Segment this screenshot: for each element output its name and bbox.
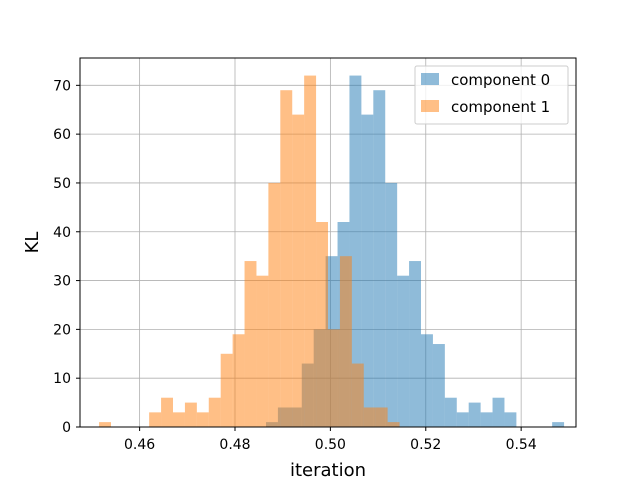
bar-component-1 bbox=[363, 407, 376, 427]
bar-component-0 bbox=[421, 334, 433, 427]
bar-component-1 bbox=[339, 256, 352, 427]
bar-component-1 bbox=[149, 412, 162, 427]
bar-component-1 bbox=[268, 182, 281, 427]
x-axis-label: iteration bbox=[290, 460, 366, 480]
bar-component-1 bbox=[375, 407, 388, 427]
bar-component-0 bbox=[468, 402, 481, 427]
y-tick-label: 60 bbox=[53, 127, 71, 143]
x-axis-ticks: 0.46 0.48 0.50 0.52 0.54 bbox=[124, 427, 537, 453]
x-tick-label: 0.54 bbox=[506, 437, 537, 453]
y-tick-label: 70 bbox=[53, 78, 71, 94]
legend: component 0 component 1 bbox=[414, 65, 569, 125]
legend-box bbox=[414, 65, 569, 125]
x-tick-label: 0.52 bbox=[410, 437, 441, 453]
bar-component-1 bbox=[351, 363, 364, 427]
bar-component-1 bbox=[208, 397, 221, 427]
bar-component-0 bbox=[385, 182, 398, 427]
bar-component-0 bbox=[504, 412, 517, 427]
legend-swatch-component-1 bbox=[421, 100, 439, 112]
y-axis-ticks: 0 10 20 30 40 50 60 70 bbox=[53, 78, 80, 436]
bar-component-0 bbox=[456, 412, 469, 427]
legend-label-component-0: component 0 bbox=[451, 71, 550, 89]
histogram-bars bbox=[99, 75, 565, 428]
y-tick-label: 10 bbox=[53, 371, 71, 387]
bar-component-1 bbox=[304, 75, 317, 428]
bar-component-1 bbox=[280, 90, 293, 427]
bar-component-1 bbox=[256, 275, 269, 427]
bar-component-1 bbox=[328, 329, 340, 427]
bar-component-1 bbox=[196, 412, 209, 427]
legend-swatch-component-0 bbox=[421, 73, 439, 85]
plot-frame bbox=[79, 57, 577, 428]
bar-component-0 bbox=[409, 261, 421, 427]
bar-component-0 bbox=[492, 397, 505, 427]
bar-component-1 bbox=[316, 222, 328, 427]
x-tick-label: 0.46 bbox=[124, 437, 155, 453]
x-tick-label: 0.48 bbox=[219, 437, 250, 453]
x-tick-label: 0.50 bbox=[315, 437, 346, 453]
y-tick-label: 20 bbox=[53, 322, 71, 338]
y-tick-label: 0 bbox=[62, 420, 71, 436]
bar-component-0 bbox=[432, 344, 445, 427]
bar-component-1 bbox=[220, 353, 233, 427]
bar-component-0 bbox=[373, 90, 386, 427]
bar-component-1 bbox=[232, 334, 245, 427]
bar-component-0 bbox=[349, 75, 362, 428]
bar-component-1 bbox=[99, 422, 111, 427]
bar-component-1 bbox=[387, 422, 400, 427]
bar-component-0 bbox=[444, 397, 457, 427]
bar-component-1 bbox=[184, 402, 197, 427]
bar-component-1 bbox=[173, 412, 185, 427]
bar-component-1 bbox=[244, 261, 257, 427]
legend-label-component-1: component 1 bbox=[451, 98, 550, 116]
y-axis-label: KL bbox=[22, 232, 43, 254]
y-tick-label: 50 bbox=[53, 176, 71, 192]
bar-component-1 bbox=[292, 114, 305, 427]
bar-component-0 bbox=[361, 114, 374, 427]
bar-component-0 bbox=[480, 412, 493, 427]
y-tick-label: 40 bbox=[53, 225, 71, 241]
bar-component-1 bbox=[161, 397, 173, 427]
bar-component-0 bbox=[397, 275, 410, 427]
y-tick-label: 30 bbox=[53, 274, 71, 290]
bar-component-0 bbox=[552, 422, 565, 427]
